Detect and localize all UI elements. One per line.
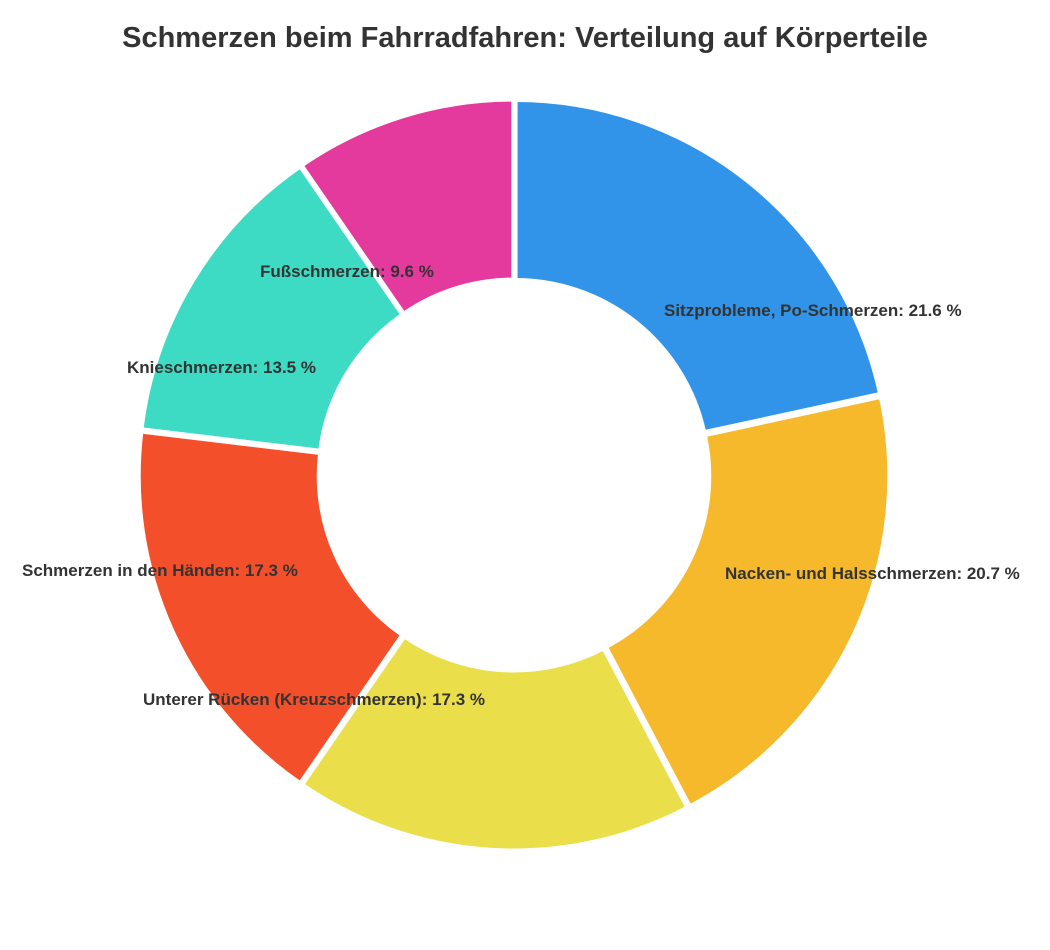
slice-label-2: Nacken- und Halsschmerzen: 20.7 %	[725, 564, 1020, 583]
slice-label-6: Fußschmerzen: 9.6 %	[260, 262, 434, 281]
slice-label-1: Sitzprobleme, Po-Schmerzen: 21.6 %	[664, 301, 962, 320]
slice-6	[298, 97, 516, 317]
chart-title: Schmerzen beim Fahrradfahren: Verteilung…	[122, 22, 928, 54]
slice-label-4: Schmerzen in den Händen: 17.3 %	[22, 561, 298, 580]
slice-4	[136, 429, 406, 786]
slice-2	[603, 394, 892, 809]
labels-group: Sitzprobleme, Po-Schmerzen: 21.6 % Nacken…	[22, 262, 1020, 709]
slice-label-5: Knieschmerzen: 13.5 %	[127, 358, 316, 377]
slices-group	[136, 97, 892, 853]
slice-5	[139, 163, 406, 453]
slice-3	[299, 633, 691, 853]
slice-label-3: Unterer Rücken (Kreuzschmerzen): 17.3 %	[143, 690, 485, 709]
slice-1	[513, 98, 883, 435]
